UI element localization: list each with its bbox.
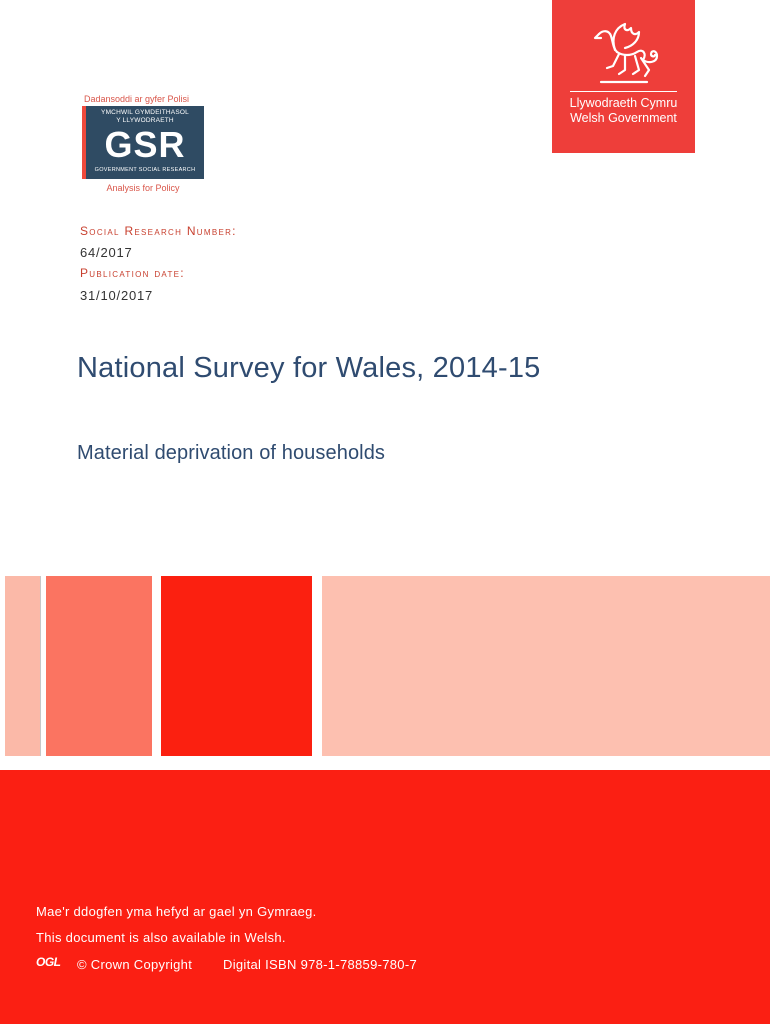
decor-block-pale [322, 576, 770, 756]
publication-date-value: 31/10/2017 [80, 288, 154, 303]
publication-date-label: Publication date: [80, 266, 185, 280]
dragon-icon [593, 22, 659, 84]
decor-block-mid [46, 576, 152, 756]
document-title: National Survey for Wales, 2014-15 [77, 352, 541, 384]
gsr-welsh-line1: YMCHWIL GYMDEITHASOL [101, 109, 189, 116]
isbn: Digital ISBN 978-1-78859-780-7 [223, 957, 417, 972]
welsh-availability-note: Mae'r ddogfen yma hefyd ar gael yn Gymra… [36, 904, 317, 919]
english-availability-note: This document is also available in Welsh… [36, 930, 286, 945]
decor-block-light [5, 576, 41, 756]
document-subtitle: Material deprivation of households [77, 442, 386, 464]
gsr-welsh-line2: Y LLYWODRAETH [116, 116, 174, 124]
ogl-icon: OGL [36, 955, 61, 969]
decor-block-strong [161, 576, 312, 756]
wg-name-english: Welsh Government [570, 111, 677, 125]
social-research-number-label: Social Research Number: [80, 224, 237, 238]
gsr-english-name: GOVERNMENT SOCIAL RESEARCH [94, 167, 196, 173]
logo-divider [570, 91, 677, 92]
gsr-logo: YMCHWIL GYMDEITHASOL Y LLYWODRAETH GSR G… [82, 106, 204, 179]
gsr-tagline-welsh: Dadansoddi ar gyfer Polisi [84, 94, 190, 104]
footer-band: Mae'r ddogfen yma hefyd ar gael yn Gymra… [0, 770, 770, 1024]
gsr-letters: GSR [104, 124, 186, 165]
welsh-government-logo: Llywodraeth Cymru Welsh Government [552, 0, 695, 153]
gsr-welsh-name: YMCHWIL GYMDEITHASOL Y LLYWODRAETH [86, 109, 204, 124]
gsr-tagline-english: Analysis for Policy [106, 183, 180, 193]
crown-copyright: © Crown Copyright [77, 957, 193, 972]
social-research-number-value: 64/2017 [80, 245, 133, 260]
wg-name-welsh: Llywodraeth Cymru [569, 96, 678, 110]
